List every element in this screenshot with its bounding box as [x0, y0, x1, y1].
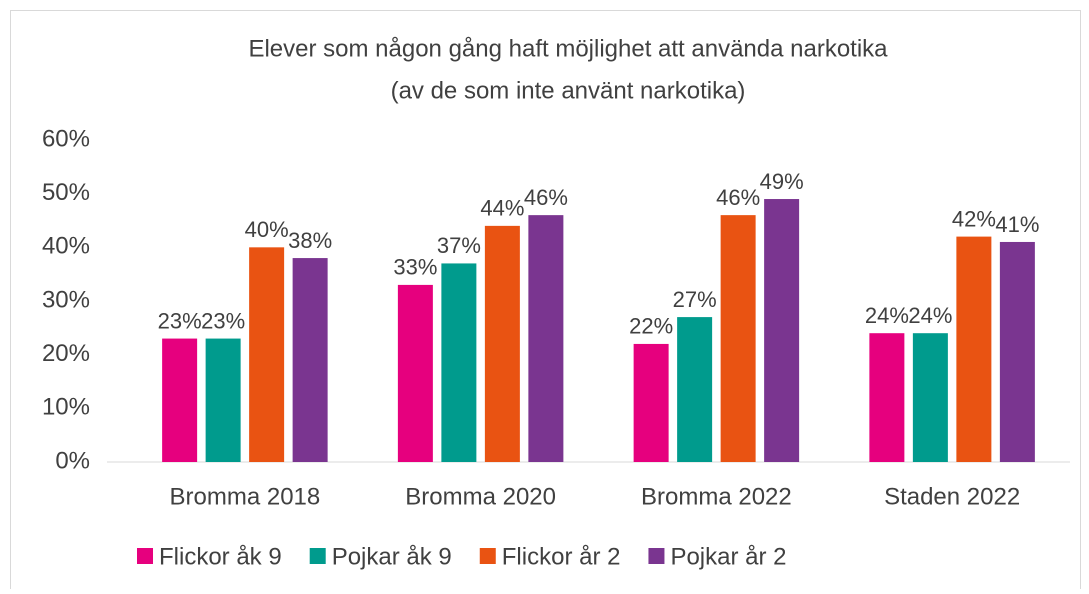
chart-frame — [10, 10, 1081, 594]
bar — [292, 258, 328, 462]
bar — [677, 317, 713, 462]
legend-label: Flickor åk 9 — [159, 543, 282, 570]
y-tick-label: 40% — [42, 233, 90, 260]
bar — [633, 343, 669, 462]
x-tick-label: Staden 2022 — [884, 483, 1020, 510]
bar — [441, 263, 477, 462]
bar — [484, 225, 520, 462]
data-label: 23% — [201, 308, 245, 333]
data-label: 22% — [629, 314, 673, 339]
data-label: 38% — [288, 228, 332, 253]
data-label: 27% — [673, 287, 717, 312]
data-label: 41% — [995, 212, 1039, 237]
x-tick-label: Bromma 2020 — [405, 483, 556, 510]
x-tick-label: Bromma 2018 — [170, 483, 321, 510]
data-label: 24% — [908, 303, 952, 328]
bar — [912, 333, 948, 462]
legend-swatch — [309, 548, 326, 564]
y-tick-label: 50% — [42, 179, 90, 206]
bar — [869, 333, 905, 462]
chart-title: Elever som någon gång haft möjlighet att… — [248, 35, 888, 62]
y-tick-label: 30% — [42, 286, 90, 313]
bar — [720, 215, 756, 462]
y-tick-label: 0% — [55, 447, 90, 474]
data-label: 49% — [760, 169, 804, 194]
legend-swatch — [137, 548, 153, 564]
bar — [956, 236, 992, 462]
data-label: 46% — [716, 185, 760, 210]
y-tick-label: 10% — [42, 394, 90, 421]
bar — [205, 338, 241, 462]
legend-label: Flickor år 2 — [502, 543, 621, 570]
data-label: 33% — [393, 255, 437, 280]
data-label: 24% — [865, 303, 909, 328]
bar — [397, 284, 433, 462]
bar — [999, 241, 1035, 462]
bar — [528, 215, 564, 462]
chart-subtitle: (av de som inte använt narkotika) — [391, 77, 746, 104]
legend-label: Pojkar år 2 — [670, 543, 786, 570]
bar — [249, 247, 285, 462]
bar — [764, 199, 800, 463]
y-tick-label: 60% — [42, 125, 90, 152]
data-label: 42% — [952, 206, 996, 231]
legend-label: Pojkar åk 9 — [332, 543, 452, 570]
data-label: 23% — [158, 308, 202, 333]
x-tick-label: Bromma 2022 — [641, 483, 792, 510]
data-label: 44% — [480, 196, 524, 221]
data-label: 37% — [437, 233, 481, 258]
y-tick-label: 20% — [42, 340, 90, 367]
bar — [162, 338, 198, 462]
legend-swatch — [648, 548, 665, 564]
data-label: 46% — [524, 185, 568, 210]
legend-swatch — [479, 548, 496, 564]
data-label: 40% — [245, 217, 289, 242]
